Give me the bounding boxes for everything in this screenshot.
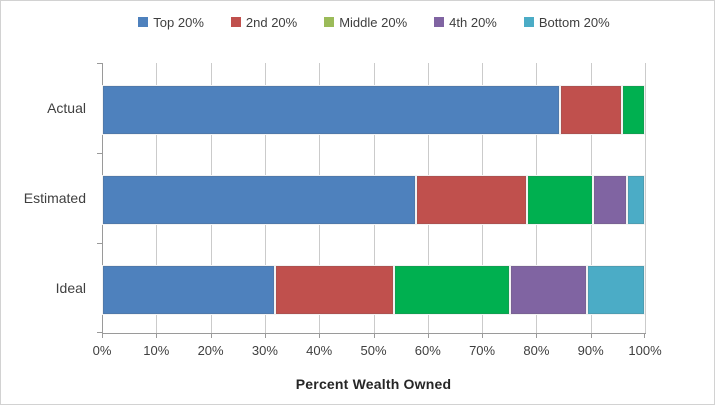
y-axis-tick [97,63,102,64]
x-tick-label-90%: 90% [577,343,604,358]
legend-item-top-20: Top 20% [138,15,204,30]
legend-label: Bottom 20% [538,14,610,30]
x-axis-tick-10% [156,333,158,338]
x-axis-tick-30% [264,333,266,338]
legend-item-bottom-20: Bottom 20% [523,14,610,30]
x-tick-label-20%: 20% [197,343,224,358]
y-axis-tick [97,332,102,333]
bar-ideal [102,265,646,315]
x-axis-tick-100% [644,333,645,338]
y-axis-tick [97,153,102,154]
bar-estimated [102,175,645,225]
category-label-ideal: Ideal [55,280,86,296]
x-axis-tick-20% [210,333,212,338]
x-tick-label-40%: 40% [306,343,333,358]
x-axis-tick-50% [373,333,375,338]
legend-item-4th-20: 4th 20% [434,15,497,30]
legend-label: Top 20% [153,14,204,30]
x-axis: 0% 10% 20% 30% 40% 50% 60% 70% 80% 90% 100% [93,333,662,373]
x-tick-label-0%: 0% [92,343,112,358]
bar-segment-actual-top-20 [102,85,561,135]
category-label-estimated: Estimated [23,190,86,206]
x-tick-label-100%: 100% [628,343,662,358]
category-labels: Actual Estimated Ideal [1,63,94,333]
bar-segment-estimated-bottom-20 [627,175,645,225]
chart-legend: Top 20% 2nd 20% Middle 20% 4th 20% Bottom 20… [102,11,646,33]
x-axis-title: Percent Wealth Owned [295,376,452,392]
bar-segment-estimated-2nd-20 [415,175,528,225]
x-axis-tick-80% [536,333,538,338]
bar-segment-ideal-middle-20 [393,265,511,315]
bar-segment-estimated-middle-20 [527,175,594,225]
legend-item-middle-20: Middle 20% [324,15,407,30]
legend-label: 4th 20% [449,14,497,30]
x-tick-label-10%: 10% [143,343,170,358]
bar-segment-estimated-top-20 [102,175,416,225]
plot-area [97,63,646,334]
legend-item-2nd-20: 2nd 20% [230,14,298,30]
category-label-actual: Actual [47,100,86,116]
gridline-100% [645,63,646,333]
y-axis-tick [97,243,102,244]
x-tick-label-30%: 30% [251,343,278,358]
x-axis-tick-40% [319,333,321,338]
legend-label: Middle 20% [339,14,408,30]
x-tick-label-60%: 60% [414,343,441,358]
bar-segment-estimated-4th-20 [593,175,628,225]
bar-actual [102,85,645,135]
x-axis-tick-0% [102,333,103,338]
legend-label: 2nd 20% [245,14,298,30]
bar-segment-actual-middle-20 [621,85,645,135]
bar-segment-actual-2nd-20 [560,85,622,135]
x-axis-tick-60% [427,333,429,338]
bar-segment-ideal-top-20 [102,265,275,315]
bar-segment-ideal-bottom-20 [587,265,646,315]
legend-swatch-middle-20 [324,17,335,27]
x-tick-label-50%: 50% [360,343,387,358]
x-tick-label-80%: 80% [523,343,550,358]
x-axis-tick-70% [482,333,484,338]
legend-swatch-top-20 [138,17,149,27]
bar-segment-ideal-4th-20 [510,265,588,315]
x-axis-tick-90% [590,333,592,338]
legend-swatch-2nd-20 [230,17,241,27]
bar-segment-ideal-2nd-20 [274,265,394,315]
legend-swatch-4th-20 [434,17,445,27]
legend-swatch-bottom-20 [523,17,534,27]
x-tick-label-70%: 70% [469,343,496,358]
